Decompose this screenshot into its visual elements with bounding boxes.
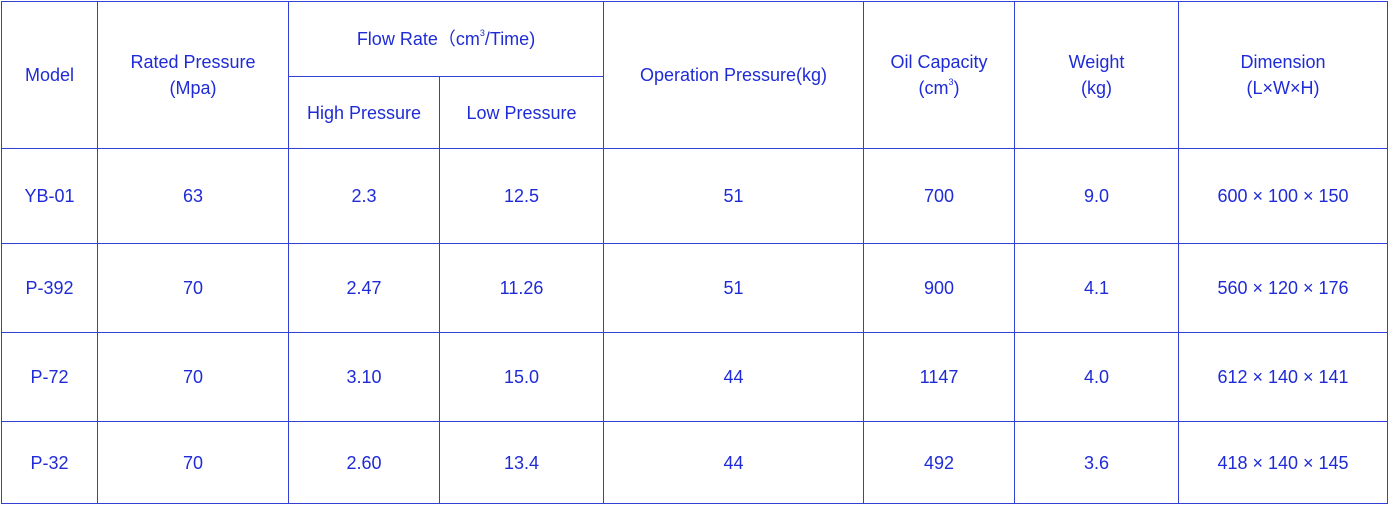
cell-rated-pressure: 70: [97, 421, 289, 504]
cell-oil-capacity: 900: [863, 243, 1015, 333]
cell-low-pressure: 11.26: [439, 243, 604, 333]
cell-low-pressure: 13.4: [439, 421, 604, 504]
cell-model: P-392: [1, 243, 98, 333]
table-body: YB-01 63 2.3 12.5 51 700 9.0 600 × 100 ×…: [1, 148, 1388, 504]
header-low-pressure: Low Pressure: [439, 76, 604, 149]
header-oil-capacity-unit-prefix: (cm: [918, 78, 949, 98]
cell-high-pressure: 2.47: [288, 243, 440, 333]
header-dimension-unit: (L×W×H): [1246, 78, 1320, 98]
cell-dimension: 560 × 120 × 176: [1178, 243, 1388, 333]
header-rated-pressure: Rated Pressure (Mpa): [97, 1, 289, 149]
cell-low-pressure: 12.5: [439, 148, 604, 244]
header-oil-capacity-unit: (cm3): [864, 75, 1014, 101]
cell-model: P-32: [1, 421, 98, 504]
table-row: YB-01 63 2.3 12.5 51 700 9.0 600 × 100 ×…: [1, 148, 1388, 244]
cell-rated-pressure: 70: [97, 243, 289, 333]
table-row: P-32 70 2.60 13.4 44 492 3.6 418 × 140 ×…: [1, 421, 1388, 504]
header-rated-pressure-label: Rated Pressure: [130, 52, 256, 72]
header-weight-unit: (kg): [1081, 78, 1112, 98]
table-row: P-392 70 2.47 11.26 51 900 4.1 560 × 120…: [1, 243, 1388, 333]
cell-dimension: 600 × 100 × 150: [1178, 148, 1388, 244]
cell-oil-capacity: 492: [863, 421, 1015, 504]
table-header: Model Rated Pressure (Mpa) Flow Rate（cm3…: [1, 1, 1388, 149]
header-operation-pressure: Operation Pressure(kg): [603, 1, 864, 149]
header-weight-label: Weight: [1068, 52, 1125, 72]
cell-operation-pressure: 51: [603, 148, 864, 244]
cell-weight: 3.6: [1014, 421, 1179, 504]
header-flow-rate-prefix: Flow Rate（cm: [356, 29, 480, 49]
cell-rated-pressure: 63: [97, 148, 289, 244]
cell-high-pressure: 3.10: [288, 332, 440, 422]
header-row-2: High Pressure Low Pressure: [2, 76, 1388, 149]
cell-weight: 9.0: [1014, 148, 1179, 244]
cell-high-pressure: 2.60: [288, 421, 440, 504]
cell-oil-capacity: 700: [863, 148, 1015, 244]
cell-dimension: 418 × 140 × 145: [1178, 421, 1388, 504]
header-oil-capacity-unit-suffix: ): [953, 78, 960, 98]
header-flow-rate: Flow Rate（cm3/Time): [288, 1, 604, 77]
cell-dimension: 612 × 140 × 141: [1178, 332, 1388, 422]
cell-high-pressure: 2.3: [288, 148, 440, 244]
table-row: P-72 70 3.10 15.0 44 1147 4.0 612 × 140 …: [1, 332, 1388, 422]
header-weight: Weight (kg): [1014, 1, 1179, 149]
cell-weight: 4.0: [1014, 332, 1179, 422]
cell-rated-pressure: 70: [97, 332, 289, 422]
cell-model: P-72: [1, 332, 98, 422]
header-high-pressure: High Pressure: [288, 76, 440, 149]
header-model: Model: [1, 1, 98, 149]
header-dimension-label: Dimension: [1240, 52, 1326, 72]
cell-weight: 4.1: [1014, 243, 1179, 333]
header-oil-capacity-sup: 3: [948, 77, 954, 87]
cell-low-pressure: 15.0: [439, 332, 604, 422]
spec-table: Model Rated Pressure (Mpa) Flow Rate（cm3…: [1, 1, 1388, 504]
header-rated-pressure-unit: (Mpa): [169, 78, 217, 98]
cell-operation-pressure: 44: [603, 421, 864, 504]
cell-oil-capacity: 1147: [863, 332, 1015, 422]
header-oil-capacity: Oil Capacity (cm3): [863, 1, 1015, 149]
header-oil-capacity-label: Oil Capacity: [890, 52, 988, 72]
cell-model: YB-01: [1, 148, 98, 244]
header-row-1: Model Rated Pressure (Mpa) Flow Rate（cm3…: [1, 1, 1388, 149]
cell-operation-pressure: 51: [603, 243, 864, 333]
header-flow-rate-sup: 3: [479, 28, 485, 38]
cell-operation-pressure: 44: [603, 332, 864, 422]
header-flow-rate-suffix: /Time): [484, 29, 536, 49]
header-dimension: Dimension (L×W×H): [1178, 1, 1388, 149]
